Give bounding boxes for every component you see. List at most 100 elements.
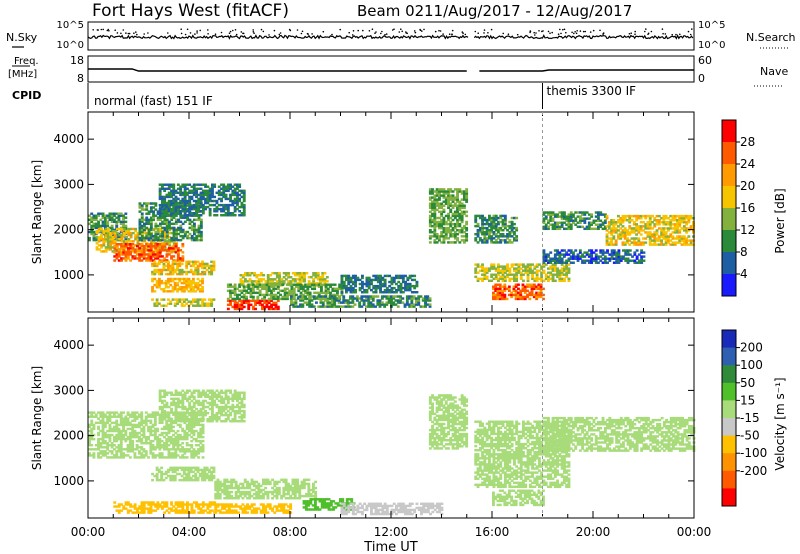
heatmap-cell (140, 452, 144, 455)
heatmap-cell (692, 243, 695, 246)
heatmap-cell (496, 293, 500, 297)
heatmap-cell (117, 216, 121, 219)
heatmap-cell (188, 218, 192, 222)
heatmap-cell (544, 257, 548, 260)
heatmap-cell (346, 305, 350, 308)
heatmap-cell (272, 293, 276, 297)
heatmap-cell (515, 273, 519, 276)
heatmap-cell (542, 259, 546, 262)
heatmap-cell (154, 232, 158, 236)
heatmap-cell (134, 244, 138, 247)
heatmap-cell (108, 456, 112, 459)
heatmap-cell (673, 227, 677, 230)
heatmap-cell (655, 243, 659, 246)
heatmap-cell (167, 262, 170, 266)
heatmap-cell (242, 195, 246, 199)
heatmap-cell (149, 425, 153, 429)
heatmap-cell (648, 217, 652, 220)
heatmap-cell (90, 427, 94, 431)
heatmap-cell (563, 265, 566, 268)
heatmap-cell (161, 220, 165, 224)
heatmap-cell (229, 197, 232, 201)
heatmap-cell (101, 415, 105, 418)
heatmap-cell (347, 288, 351, 292)
heatmap-cell (185, 283, 189, 287)
heatmap-cell (519, 293, 523, 297)
heatmap-cell (238, 210, 242, 213)
heatmap-cell (206, 193, 210, 197)
heatmap-cell (651, 243, 654, 246)
heatmap-cell (510, 241, 514, 244)
heatmap-cell (372, 274, 376, 278)
heatmap-cell (244, 280, 247, 283)
heatmap-cell (135, 446, 139, 449)
heatmap-cell (117, 435, 121, 439)
heatmap-cell (136, 248, 140, 251)
heatmap-cell (245, 301, 248, 305)
heatmap-cell (435, 200, 439, 203)
heatmap-cell (170, 218, 174, 222)
heatmap-cell (508, 231, 512, 234)
heatmap-cell (369, 297, 373, 300)
heatmap-cell (628, 221, 632, 224)
heatmap-cell (172, 255, 176, 258)
heatmap-cell (103, 433, 107, 437)
nsky-point (189, 32, 192, 34)
heatmap-cell (465, 220, 469, 224)
heatmap-cell (607, 237, 611, 240)
heatmap-cell (187, 270, 191, 274)
heatmap-cell (203, 302, 207, 305)
heatmap-cell (599, 225, 603, 229)
heatmap-cell (497, 263, 500, 266)
heatmap-cell (167, 185, 171, 188)
nsky-point (414, 31, 417, 34)
heatmap-cell (664, 231, 668, 234)
heatmap-cell (144, 419, 148, 423)
heatmap-cell (494, 241, 498, 244)
heatmap-cell (322, 291, 326, 295)
heatmap-cell (193, 222, 196, 226)
heatmap-cell (170, 207, 173, 211)
heatmap-cell (539, 291, 543, 295)
heatmap-cell (271, 278, 275, 281)
heatmap-cell (648, 214, 652, 218)
heatmap-cell (526, 279, 530, 283)
heatmap-cell (172, 214, 176, 217)
heatmap-cell (556, 259, 559, 262)
heatmap-cell (118, 238, 122, 241)
heatmap-cell (503, 214, 507, 218)
heatmap-cell (161, 236, 165, 240)
heatmap-cell (290, 293, 294, 297)
heatmap-cell (196, 266, 200, 270)
heatmap-cell (138, 206, 142, 209)
heatmap-cell (622, 255, 625, 258)
heatmap-cell (248, 280, 252, 283)
heatmap-cell (458, 231, 462, 234)
heatmap-cell (131, 433, 135, 437)
heatmap-cell (201, 203, 205, 207)
heatmap-cell (238, 183, 242, 186)
heatmap-cell (194, 290, 198, 293)
heatmap-cell (415, 291, 419, 294)
heatmap-cell (605, 214, 609, 218)
heatmap-cell (664, 237, 668, 240)
heatmap-cell (485, 237, 489, 240)
heatmap-cell (542, 253, 546, 256)
heatmap-cell (178, 279, 182, 283)
heatmap-cell (397, 286, 401, 290)
heatmap-cell (194, 262, 198, 266)
heatmap-cell (165, 218, 169, 222)
heatmap-cell (667, 227, 670, 230)
heatmap-cell (294, 280, 297, 283)
heatmap-cell (648, 231, 652, 234)
heatmap-cell (451, 212, 455, 216)
heatmap-cell (212, 260, 216, 264)
heatmap-cell (594, 227, 598, 231)
heatmap-cell (163, 216, 167, 219)
heatmap-cell (476, 224, 480, 228)
heatmap-cell (195, 228, 199, 232)
heatmap-cell (161, 210, 164, 213)
heatmap-cell (167, 450, 171, 453)
heatmap-cell (381, 282, 385, 286)
heatmap-cell (340, 280, 344, 284)
